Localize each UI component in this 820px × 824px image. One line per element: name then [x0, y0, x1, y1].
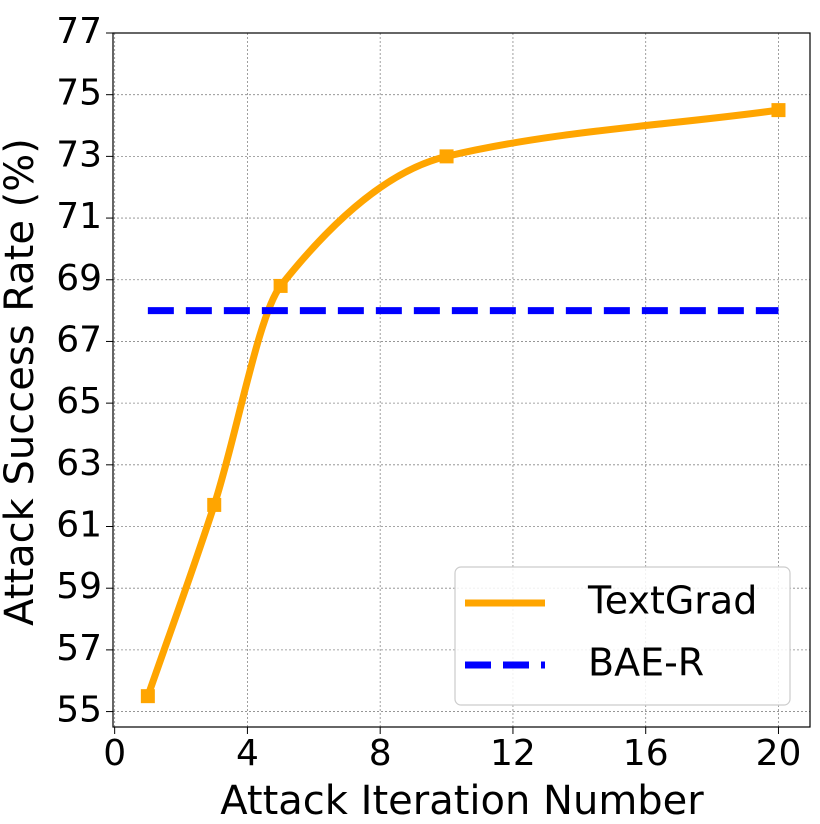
x-tick-label: 8: [369, 733, 392, 774]
y-tick-label: 67: [56, 319, 102, 360]
y-tick-label: 65: [56, 381, 102, 422]
x-tick-label: 4: [236, 733, 259, 774]
x-tick-label: 0: [103, 733, 126, 774]
point-marker: [140, 689, 155, 704]
x-axis-label: Attack Iteration Number: [220, 778, 704, 820]
y-tick-label: 73: [56, 134, 102, 175]
y-tick-label: 63: [56, 443, 102, 484]
point-marker: [207, 497, 222, 512]
x-tick-label: 20: [756, 733, 802, 774]
y-tick-label: 57: [56, 628, 102, 669]
y-axis-label: Attack Success Rate (%): [0, 138, 43, 626]
y-tick-label: 77: [56, 11, 102, 52]
x-tick-label: 12: [490, 733, 536, 774]
y-tick-label: 61: [56, 505, 102, 546]
plot-frame: [112, 32, 811, 728]
point-marker: [771, 103, 786, 118]
y-tick-label: 69: [56, 258, 102, 299]
point-marker: [439, 149, 454, 164]
x-tick-label: 16: [623, 733, 669, 774]
legend-label: TextGrad: [587, 579, 757, 623]
y-tick-label: 75: [56, 73, 102, 114]
legend-label: BAE-R: [588, 641, 704, 685]
y-tick-label: 59: [56, 566, 102, 607]
y-tick-label: 71: [56, 196, 102, 237]
point-marker: [273, 278, 288, 293]
y-tick-label: 55: [56, 690, 102, 731]
